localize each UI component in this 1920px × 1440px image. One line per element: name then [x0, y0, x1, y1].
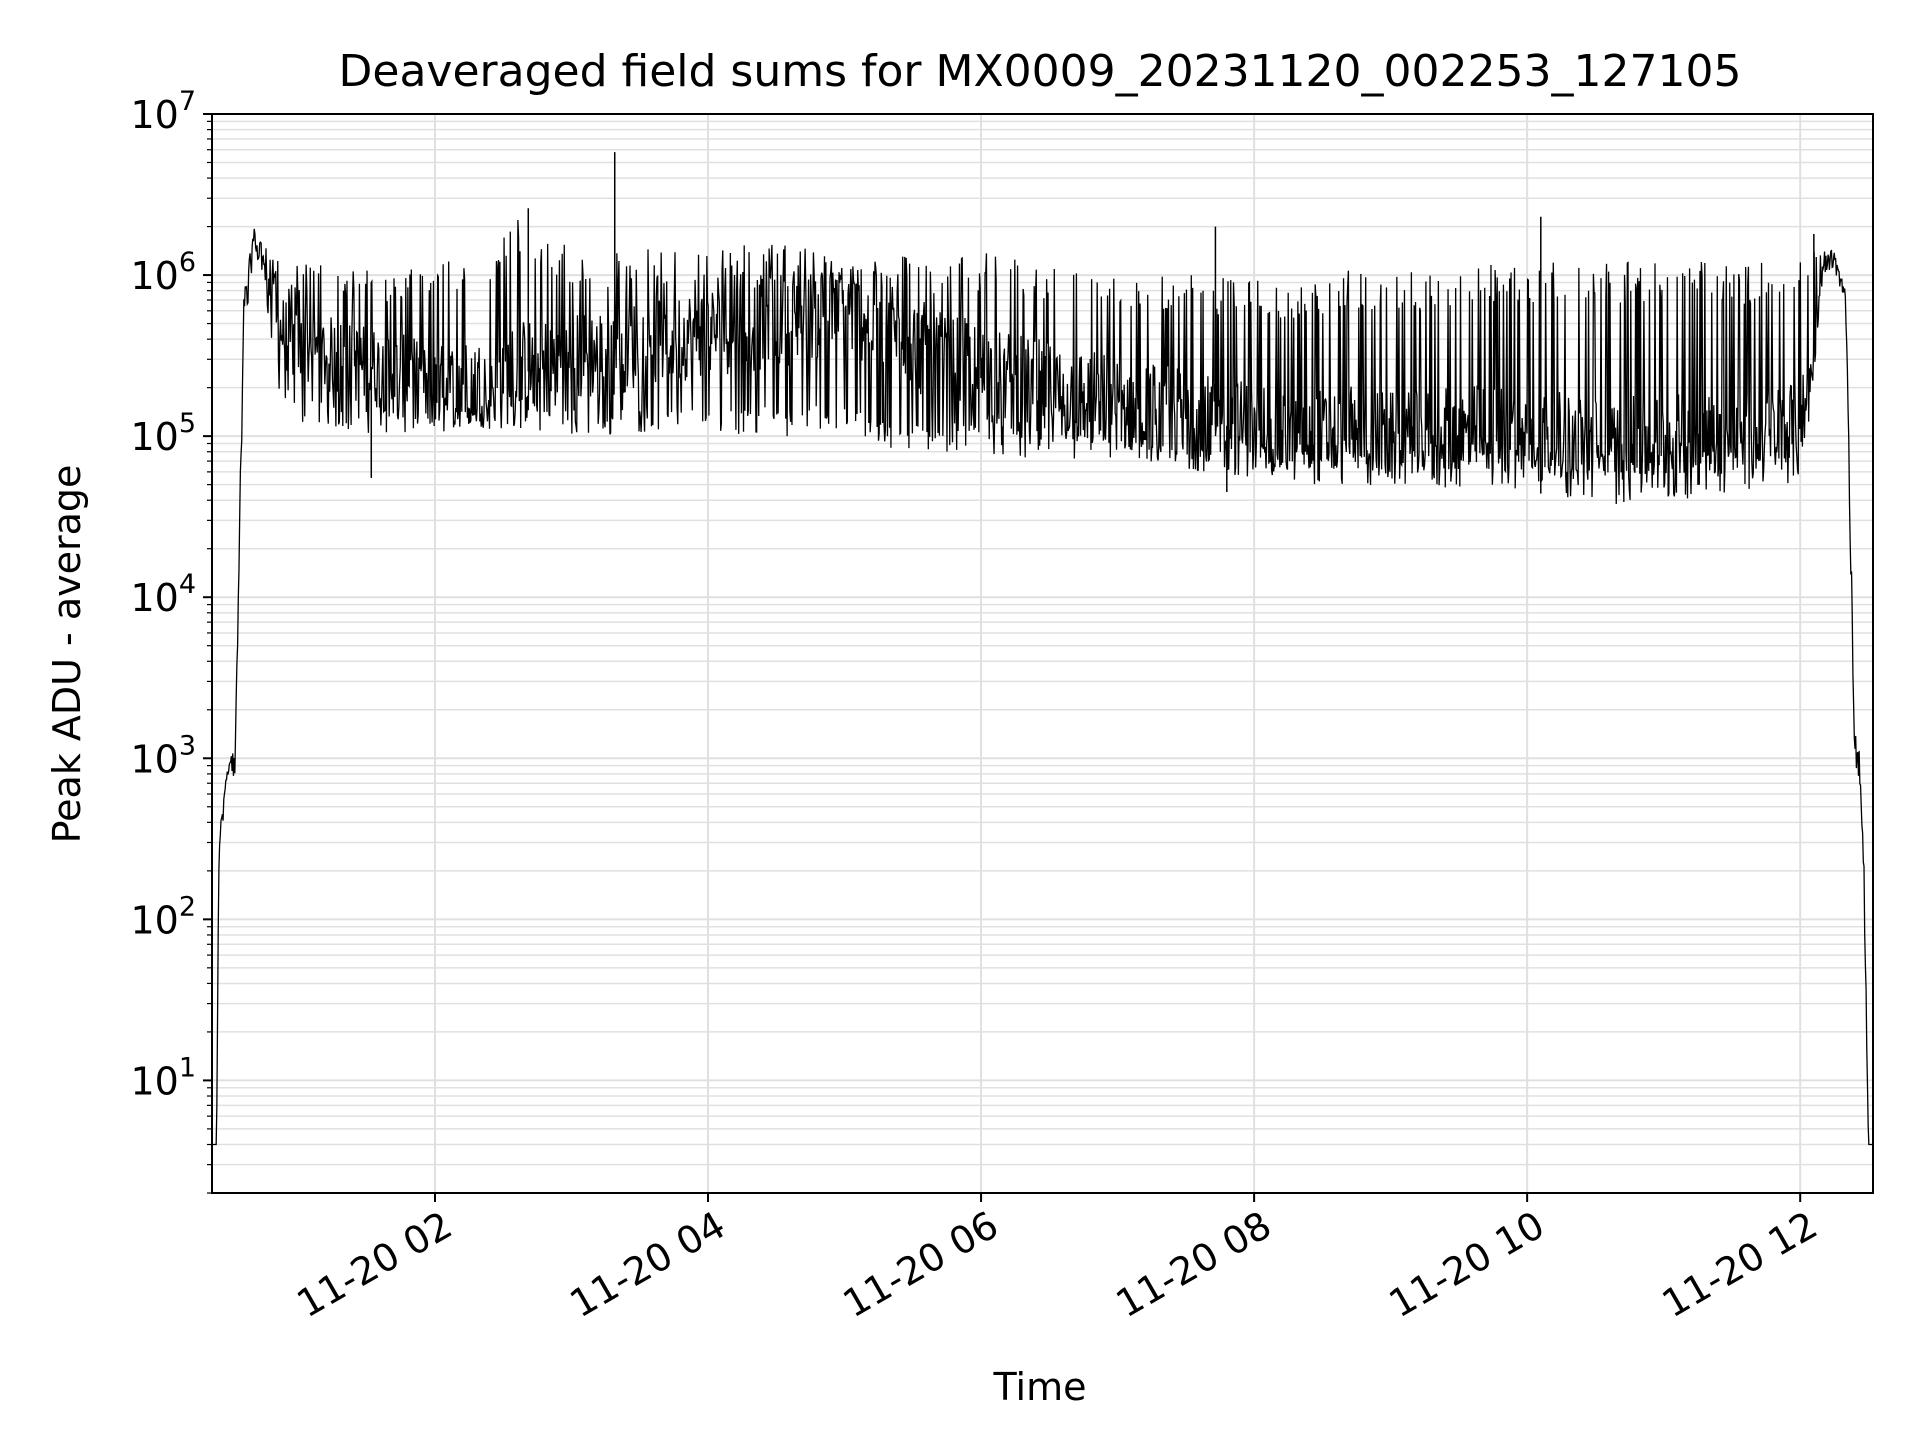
y-tick-base: 10: [130, 576, 178, 620]
y-tick-base: 10: [130, 254, 178, 298]
y-tick-exponent: 7: [179, 86, 196, 117]
y-tick-base: 10: [130, 737, 178, 781]
y-tick-exponent: 5: [179, 408, 196, 439]
y-tick-label: 106: [130, 247, 196, 298]
y-tick-exponent: 6: [179, 247, 196, 278]
y-axis-label: Peak ADU - average: [45, 465, 89, 844]
y-tick-exponent: 1: [179, 1052, 196, 1083]
y-tick-label: 107: [130, 86, 196, 137]
y-tick-base: 10: [130, 415, 178, 459]
plot-frame: [211, 113, 1874, 1194]
y-tick-label: 101: [130, 1052, 196, 1103]
y-tick-label: 104: [130, 569, 196, 620]
y-tick-label: 102: [130, 891, 196, 942]
data-layer: [212, 152, 1873, 1146]
x-axis-label: Time: [993, 1365, 1087, 1409]
y-tick-base: 10: [130, 93, 178, 137]
y-tick-base: 10: [130, 1059, 178, 1103]
y-tick-exponent: 3: [179, 730, 196, 761]
y-tick-exponent: 2: [179, 891, 196, 922]
y-tick-label: 105: [130, 408, 196, 459]
chart-title: Deaveraged field sums for MX0009_2023112…: [339, 46, 1742, 97]
y-tick-base: 10: [130, 898, 178, 942]
y-tick-exponent: 4: [179, 569, 196, 600]
series-line: [212, 220, 1873, 1146]
y-tick-label: 103: [130, 730, 196, 781]
